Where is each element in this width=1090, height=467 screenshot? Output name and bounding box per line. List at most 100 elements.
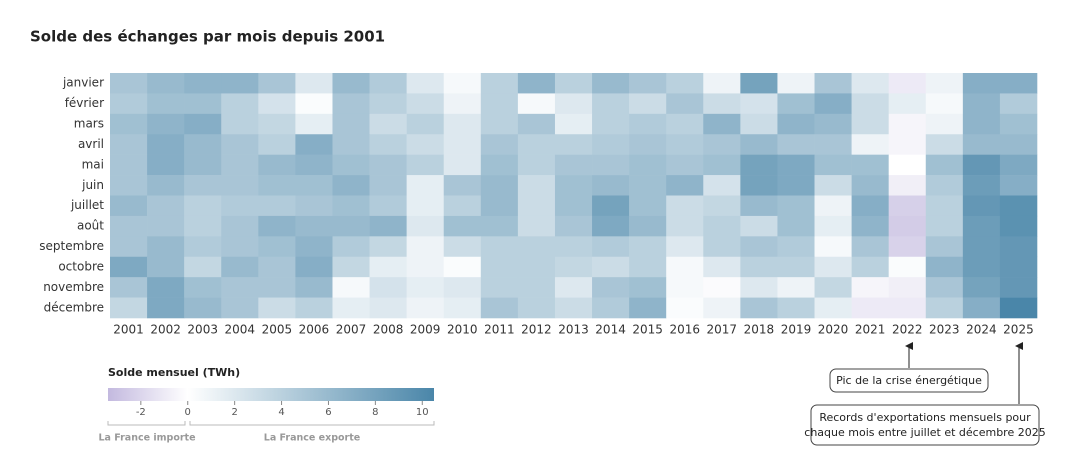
heatmap-cell xyxy=(184,256,222,278)
heatmap-cell xyxy=(258,236,296,258)
heatmap-cell xyxy=(740,175,778,196)
heatmap-cell xyxy=(295,195,333,217)
x-tick-label: 2004 xyxy=(225,323,256,337)
heatmap-cell xyxy=(703,175,741,196)
heatmap-cell xyxy=(999,154,1038,176)
heatmap-cell xyxy=(295,175,333,196)
heatmap-cell xyxy=(740,256,778,278)
heatmap-cell xyxy=(962,297,1001,319)
legend-title: Solde mensuel (TWh) xyxy=(108,366,240,379)
heatmap-cell xyxy=(295,113,333,135)
heatmap-cell xyxy=(666,195,704,217)
heatmap-cell xyxy=(925,154,964,176)
heatmap-cell xyxy=(147,236,185,258)
heatmap-cell xyxy=(369,215,407,237)
heatmap-cell xyxy=(147,134,185,155)
x-tick-label: 2008 xyxy=(373,323,404,337)
annotation: Records d'exportations mensuels pour xyxy=(819,411,1031,424)
heatmap-cell xyxy=(258,277,296,298)
heatmap-cell xyxy=(740,113,778,135)
heatmap-cell xyxy=(443,277,482,298)
heatmap-cell xyxy=(740,154,778,176)
heatmap-cell xyxy=(406,277,445,298)
heatmap-cell xyxy=(554,195,593,217)
heatmap-cell xyxy=(369,93,407,115)
heatmap-cell xyxy=(777,277,815,298)
y-tick-label: mai xyxy=(82,157,104,171)
heatmap-cell xyxy=(480,297,519,319)
heatmap-cell xyxy=(925,195,964,217)
heatmap-cell xyxy=(517,134,556,155)
heatmap-cell xyxy=(851,277,889,298)
heatmap-cell xyxy=(851,154,889,176)
heatmap-cell xyxy=(666,73,704,94)
heatmap-cell xyxy=(110,236,148,258)
heatmap-cell xyxy=(443,154,482,176)
heatmap-cell xyxy=(777,175,815,196)
heatmap-cell xyxy=(480,113,519,135)
heatmap-cell xyxy=(258,154,296,176)
x-tick-label: 2003 xyxy=(187,323,218,337)
heatmap-cell xyxy=(258,256,296,278)
heatmap-cell xyxy=(332,154,370,176)
heatmap-cell xyxy=(962,73,1001,94)
heatmap-cell xyxy=(629,93,667,115)
heatmap-cell xyxy=(629,175,667,196)
heatmap-cell xyxy=(740,195,778,217)
heatmap-cell xyxy=(999,256,1038,278)
heatmap-cell xyxy=(147,256,185,278)
heatmap-cell xyxy=(517,215,556,237)
heatmap-cell xyxy=(517,175,556,196)
heatmap-cell xyxy=(592,175,630,196)
heatmap-cell xyxy=(480,175,519,196)
heatmap-cell xyxy=(629,215,667,237)
colorbar-tick-label: 0 xyxy=(185,407,191,418)
y-tick-label: février xyxy=(65,96,104,110)
heatmap-cell xyxy=(629,297,667,319)
x-tick-label: 2021 xyxy=(855,323,886,337)
heatmap-cell xyxy=(592,236,630,258)
heatmap-cell xyxy=(110,277,148,298)
heatmap-cell xyxy=(814,175,852,196)
heatmap-cell xyxy=(740,277,778,298)
heatmap-cell xyxy=(295,73,333,94)
heatmap-cell xyxy=(147,154,185,176)
heatmap-cell xyxy=(703,277,741,298)
heatmap-cell xyxy=(406,256,445,278)
heatmap-cell xyxy=(147,175,185,196)
heatmap-cell xyxy=(480,134,519,155)
heatmap-cell xyxy=(554,73,593,94)
heatmap-cell xyxy=(110,113,148,135)
heatmap-cell xyxy=(703,134,741,155)
colorbar-tick-label: 8 xyxy=(372,407,378,418)
heatmap-cell xyxy=(554,93,593,115)
heatmap-cell xyxy=(777,297,815,319)
y-tick-label: septembre xyxy=(39,239,104,253)
heatmap-cell xyxy=(332,73,370,94)
heatmap-cell xyxy=(999,134,1038,155)
heatmap-cell xyxy=(962,195,1001,217)
heatmap-cell xyxy=(332,277,370,298)
heatmap-cell xyxy=(221,215,259,237)
heatmap-cell xyxy=(221,256,259,278)
heatmap-cell xyxy=(777,154,815,176)
heatmap-cell xyxy=(814,195,852,217)
heatmap-cell xyxy=(814,256,852,278)
y-tick-label: mars xyxy=(74,117,104,131)
heatmap-cell xyxy=(258,134,296,155)
heatmap-cell xyxy=(962,175,1001,196)
heatmap-cell xyxy=(517,236,556,258)
heatmap-cell xyxy=(666,297,704,319)
heatmap-cell xyxy=(517,256,556,278)
heatmap-cell xyxy=(851,73,889,94)
heatmap-cell xyxy=(443,134,482,155)
heatmap-cell xyxy=(888,256,927,278)
heatmap-cell xyxy=(666,215,704,237)
heatmap-cell xyxy=(480,195,519,217)
heatmap-cell xyxy=(406,195,445,217)
heatmap-cell xyxy=(814,277,852,298)
heatmap-cell xyxy=(184,277,222,298)
heatmap-cell xyxy=(925,175,964,196)
heatmap-cell xyxy=(629,195,667,217)
heatmap-cell xyxy=(369,256,407,278)
